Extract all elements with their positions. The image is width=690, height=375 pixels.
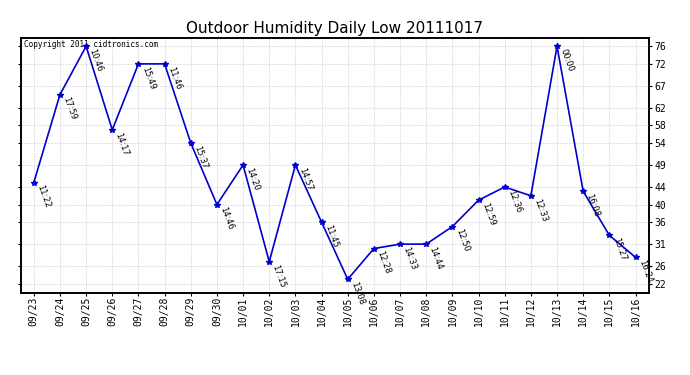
Text: 12:28: 12:28 — [375, 250, 392, 275]
Text: 13:08: 13:08 — [349, 281, 366, 306]
Text: 14:20: 14:20 — [244, 166, 261, 192]
Text: 16:08: 16:08 — [584, 193, 601, 218]
Text: 14:57: 14:57 — [297, 166, 313, 192]
Text: 15:37: 15:37 — [192, 144, 209, 170]
Text: 11:22: 11:22 — [35, 184, 52, 209]
Text: 14:44: 14:44 — [428, 246, 444, 271]
Text: 11:46: 11:46 — [166, 65, 183, 91]
Text: 15:49: 15:49 — [140, 65, 157, 91]
Text: 16:24: 16:24 — [637, 259, 653, 284]
Text: 12:59: 12:59 — [480, 201, 497, 227]
Text: 14:46: 14:46 — [218, 206, 235, 231]
Text: 14:17: 14:17 — [114, 131, 130, 157]
Text: 00:00: 00:00 — [558, 48, 575, 73]
Title: Outdoor Humidity Daily Low 20111017: Outdoor Humidity Daily Low 20111017 — [186, 21, 483, 36]
Text: 10:46: 10:46 — [88, 48, 104, 73]
Text: 15:27: 15:27 — [611, 237, 627, 262]
Text: Copyright 2011 cidtronics.com: Copyright 2011 cidtronics.com — [24, 40, 158, 49]
Text: 14:33: 14:33 — [402, 246, 418, 271]
Text: 12:50: 12:50 — [454, 228, 471, 254]
Text: 11:45: 11:45 — [323, 224, 339, 249]
Text: 12:33: 12:33 — [532, 197, 549, 223]
Text: 12:36: 12:36 — [506, 188, 523, 214]
Text: 17:59: 17:59 — [61, 96, 78, 122]
Text: 17:15: 17:15 — [270, 263, 287, 289]
